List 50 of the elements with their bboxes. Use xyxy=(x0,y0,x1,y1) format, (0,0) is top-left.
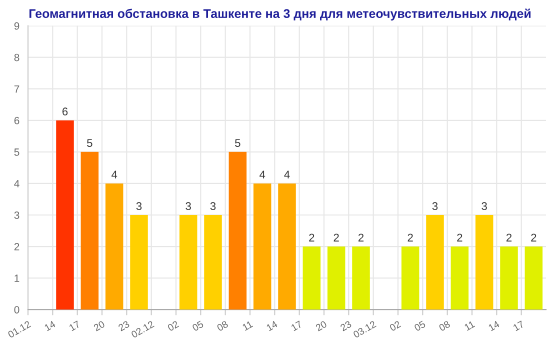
data-label: 4 xyxy=(260,170,266,178)
x-tick-label: 17 xyxy=(512,320,524,332)
data-label: 3 xyxy=(432,202,438,210)
y-tick-label: 6 xyxy=(14,116,20,124)
y-tick-label: 7 xyxy=(14,85,20,93)
data-label: 2 xyxy=(408,234,413,242)
x-tick-label: 11 xyxy=(242,320,254,331)
data-label: 5 xyxy=(235,139,240,147)
data-label: 2 xyxy=(334,234,339,242)
x-tick-label: 20 xyxy=(93,320,106,332)
x-tick-label: 23 xyxy=(340,320,352,332)
x-tick-label: 02 xyxy=(167,320,180,332)
y-tick-label: 1 xyxy=(14,274,20,282)
data-label: 2 xyxy=(457,234,462,242)
x-tick-label: 14 xyxy=(44,320,56,332)
x-tick-label: 23 xyxy=(118,320,130,332)
x-tick-label: 05 xyxy=(414,320,426,332)
y-tick-label: 4 xyxy=(14,180,20,188)
data-label: 3 xyxy=(210,202,216,210)
data-label: 5 xyxy=(87,139,92,147)
data-label: 3 xyxy=(136,202,142,210)
y-tick-label: 0 xyxy=(14,306,20,314)
x-tick-label: 05 xyxy=(192,320,204,332)
x-tick-label: 08 xyxy=(438,320,451,332)
x-tick-label: 02.12 xyxy=(130,320,154,338)
chart-title: Геомагнитная обстановка в Ташкенте на 3 дня для метеочувствительных людей xyxy=(29,8,531,20)
y-tick-label: 3 xyxy=(14,212,20,219)
data-label: 4 xyxy=(112,170,118,178)
x-tick-label: 02 xyxy=(389,320,402,332)
x-tick-label: 11 xyxy=(464,320,476,331)
y-tick-label: 8 xyxy=(14,54,20,62)
x-tick-label: 14 xyxy=(488,320,500,332)
x-tick-label: 03.12 xyxy=(352,320,376,338)
y-tick-label: 9 xyxy=(14,22,20,30)
x-tick-label: 08 xyxy=(216,320,229,332)
data-label: 3 xyxy=(482,202,487,210)
data-label: 6 xyxy=(62,108,68,116)
data-label: 2 xyxy=(309,234,314,242)
x-tick-label: 17 xyxy=(68,320,80,332)
y-tick-label: 5 xyxy=(14,148,20,156)
x-tick-label: 20 xyxy=(315,320,328,332)
x-tick-label: 14 xyxy=(266,320,278,332)
data-label: 2 xyxy=(531,234,536,242)
data-label: 3 xyxy=(186,202,191,210)
data-label: 2 xyxy=(358,234,364,242)
x-tick-label: 17 xyxy=(290,320,302,332)
x-tick-label: 01.12 xyxy=(7,320,32,338)
y-tick-label: 2 xyxy=(14,243,20,250)
data-label: 2 xyxy=(506,234,512,242)
data-label: 4 xyxy=(284,170,290,178)
